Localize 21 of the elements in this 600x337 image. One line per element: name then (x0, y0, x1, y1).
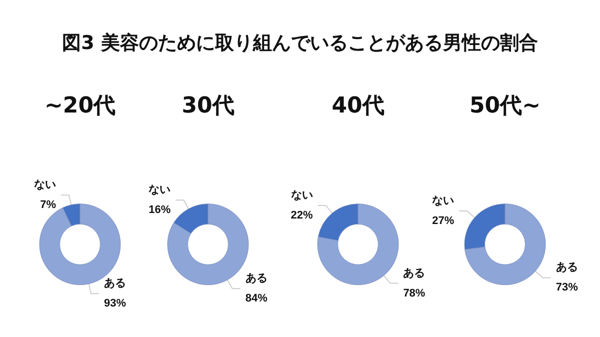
data-label: 78% (403, 287, 426, 300)
slice-label: ない (148, 184, 171, 196)
slice-label: ある (104, 278, 126, 290)
data-label: 93% (104, 298, 126, 310)
slice-label: ある (403, 267, 426, 280)
chart-title: 50代~ (469, 94, 541, 118)
data-label: 7% (40, 199, 56, 212)
caption: 図3 美容のために取り組んでいることがある男性の割合 (61, 31, 539, 56)
data-label: 22% (290, 209, 314, 222)
data-label: 27% (432, 214, 454, 227)
chart-title: 30代 (182, 94, 234, 118)
data-label: 84% (245, 292, 268, 305)
slice-label: ない (432, 194, 454, 207)
data-label: 16% (148, 204, 171, 216)
data-label: 73% (556, 282, 578, 294)
slice-label: ある (245, 272, 268, 285)
chart-title: ~20代 (44, 94, 116, 118)
slice-label: ない (34, 179, 56, 192)
chart-title: 40代 (332, 94, 384, 118)
slice-label: ある (556, 262, 578, 274)
slice-label: ない (290, 189, 313, 202)
